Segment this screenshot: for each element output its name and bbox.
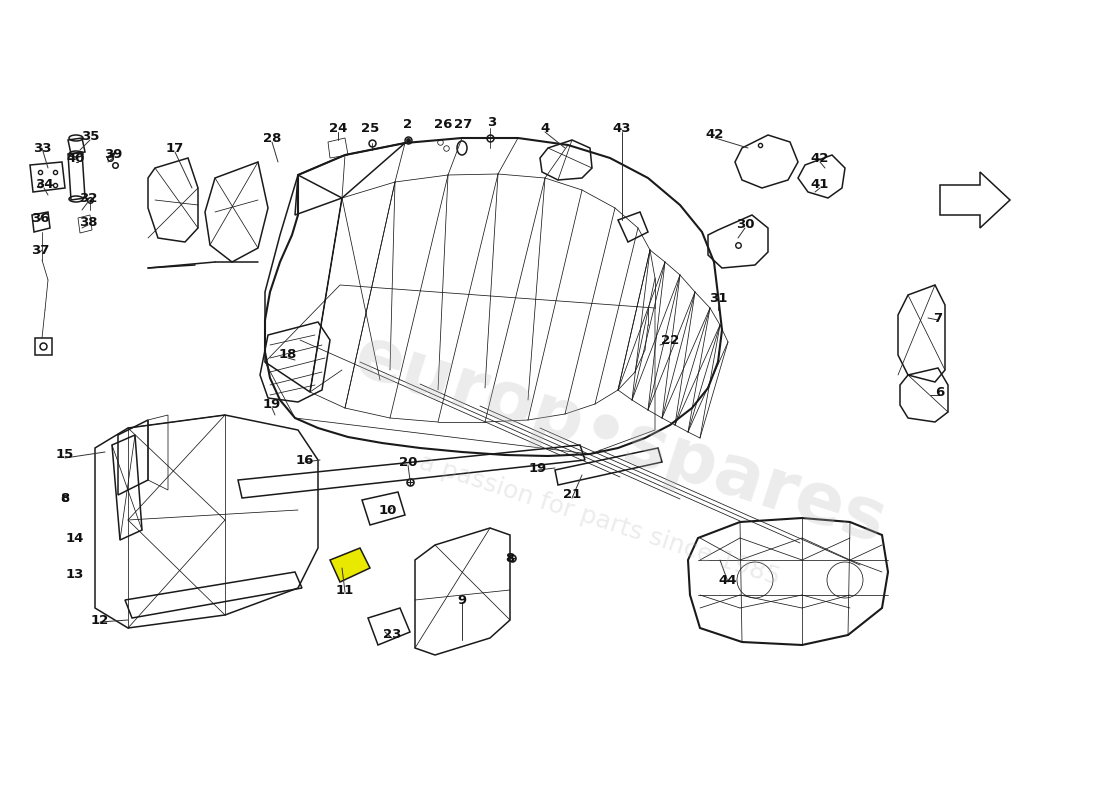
Text: 6: 6 (935, 386, 945, 398)
Text: 8: 8 (505, 551, 515, 565)
Text: 16: 16 (296, 454, 315, 466)
Text: 34: 34 (35, 178, 53, 191)
Text: 27: 27 (454, 118, 472, 131)
Text: 4: 4 (540, 122, 550, 134)
Text: 26: 26 (433, 118, 452, 131)
Text: 24: 24 (329, 122, 348, 134)
Text: 40: 40 (67, 151, 86, 165)
Text: 14: 14 (66, 531, 85, 545)
Text: 3: 3 (487, 115, 496, 129)
Text: 21: 21 (563, 489, 581, 502)
Text: 19: 19 (529, 462, 547, 474)
Text: europ•spares: europ•spares (345, 322, 894, 558)
Text: 39: 39 (103, 149, 122, 162)
Text: 9: 9 (458, 594, 466, 606)
Text: a passion for parts since 1985: a passion for parts since 1985 (417, 450, 783, 590)
Text: 42: 42 (811, 151, 829, 165)
Text: 28: 28 (263, 131, 282, 145)
Text: 43: 43 (613, 122, 631, 134)
Text: 41: 41 (811, 178, 829, 191)
Text: 25: 25 (361, 122, 379, 134)
Text: 18: 18 (278, 349, 297, 362)
Text: 44: 44 (718, 574, 737, 586)
Text: 13: 13 (66, 569, 85, 582)
Text: 42: 42 (706, 129, 724, 142)
Text: 30: 30 (736, 218, 755, 231)
Text: 19: 19 (263, 398, 282, 411)
Polygon shape (330, 548, 370, 582)
Text: 32: 32 (79, 191, 97, 205)
Text: 35: 35 (80, 130, 99, 142)
Text: 37: 37 (31, 243, 50, 257)
Text: 20: 20 (399, 455, 417, 469)
Text: 17: 17 (166, 142, 184, 154)
Text: 7: 7 (934, 311, 943, 325)
Text: 36: 36 (31, 211, 50, 225)
Text: 15: 15 (56, 449, 74, 462)
Text: 11: 11 (336, 583, 354, 597)
Text: 12: 12 (91, 614, 109, 626)
Text: 22: 22 (661, 334, 679, 346)
Text: 23: 23 (383, 629, 402, 642)
Text: 8: 8 (60, 491, 69, 505)
Text: 33: 33 (33, 142, 52, 154)
Text: 38: 38 (79, 215, 97, 229)
Text: 2: 2 (404, 118, 412, 131)
Text: 10: 10 (378, 503, 397, 517)
Text: 31: 31 (708, 291, 727, 305)
